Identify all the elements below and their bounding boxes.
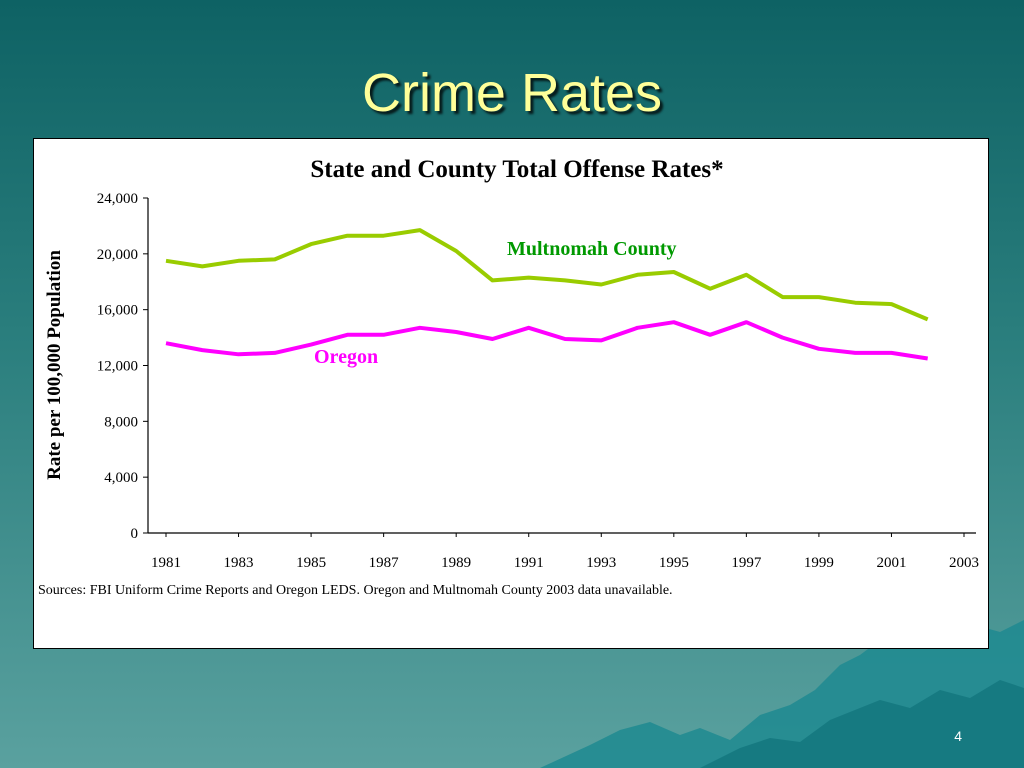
chart-container: State and County Total Offense Rates* Ra…	[33, 138, 989, 649]
y-tick-label: 4,000	[104, 470, 138, 486]
y-tick-label: 20,000	[97, 247, 138, 263]
x-tick-label: 1989	[441, 555, 471, 571]
x-tick-label: 2003	[949, 555, 979, 571]
page-number: 4	[954, 728, 962, 744]
x-tick-label: 1981	[151, 555, 181, 571]
x-tick-label: 1985	[296, 555, 326, 571]
y-tick-label: 16,000	[97, 303, 138, 319]
source-note: Sources: FBI Uniform Crime Reports and O…	[38, 583, 673, 598]
chart-title: State and County Total Offense Rates*	[310, 156, 723, 183]
y-tick-label: 24,000	[97, 191, 138, 207]
x-tick-label: 1999	[804, 555, 834, 571]
x-tick-label: 1987	[369, 555, 400, 571]
y-axis-label: Rate per 100,000 Population	[44, 250, 65, 480]
series-label-oregon: Oregon	[314, 346, 378, 368]
line-chart: State and County Total Offense Rates* Ra…	[44, 156, 979, 571]
x-tick-label: 1997	[731, 555, 762, 571]
series-label-multnomah: Multnomah County	[507, 238, 676, 260]
x-tick-label: 1993	[586, 555, 616, 571]
y-tick-label: 8,000	[104, 414, 138, 430]
x-tick-label: 2001	[876, 555, 906, 571]
slide-title: Crime Rates	[361, 63, 663, 123]
x-tick-label: 1995	[659, 555, 689, 571]
x-tick-label: 1991	[514, 555, 544, 571]
series-line-multnomah	[165, 228, 929, 322]
series-lines	[165, 228, 929, 361]
y-tick-label: 0	[131, 526, 139, 542]
x-tick-label: 1983	[224, 555, 254, 571]
series-line-oregon	[165, 320, 929, 361]
chart-axes: 0 4,000 8,000 12,000 16,000 20,000 24,000 1981 1…	[97, 191, 979, 571]
y-tick-label: 12,000	[97, 359, 138, 375]
